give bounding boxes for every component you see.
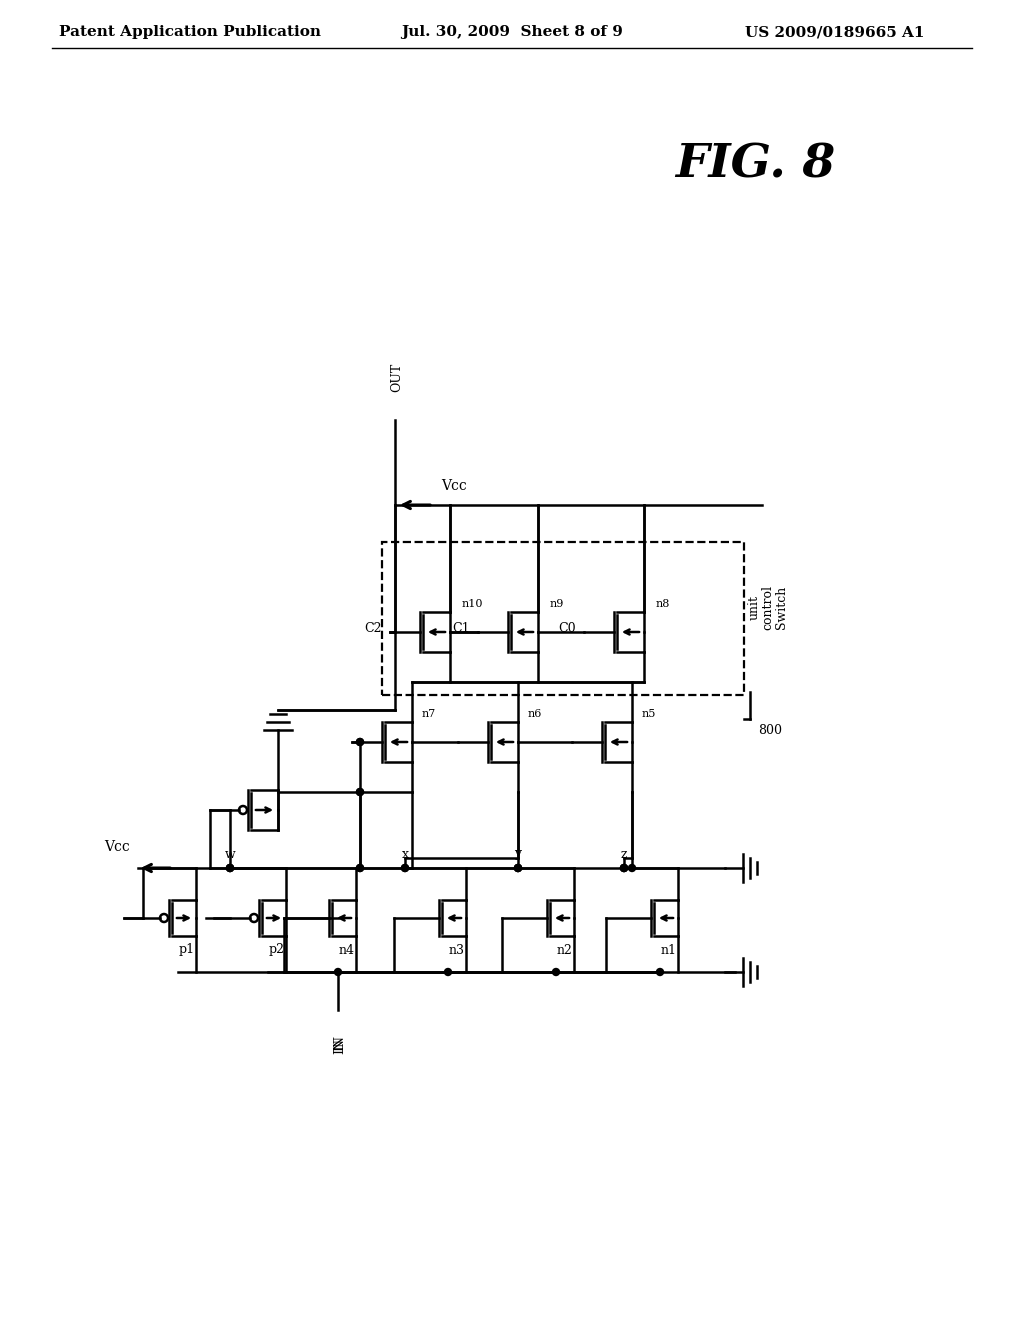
Text: n9: n9 <box>550 599 564 609</box>
Text: control: control <box>762 585 774 630</box>
Circle shape <box>656 969 664 975</box>
Text: x: x <box>401 847 409 861</box>
Circle shape <box>401 865 409 871</box>
Text: Patent Application Publication: Patent Application Publication <box>59 25 321 40</box>
Circle shape <box>226 865 233 871</box>
Circle shape <box>356 788 364 796</box>
Text: p1: p1 <box>179 944 195 957</box>
Text: y: y <box>514 847 521 861</box>
Circle shape <box>621 865 628 871</box>
Text: US 2009/0189665 A1: US 2009/0189665 A1 <box>745 25 925 40</box>
Circle shape <box>629 865 636 871</box>
Circle shape <box>335 969 341 975</box>
Circle shape <box>356 788 364 796</box>
Text: Vcc: Vcc <box>441 479 467 492</box>
Bar <box>382 543 744 696</box>
Text: 800: 800 <box>758 725 782 738</box>
Text: n8: n8 <box>656 599 671 609</box>
Text: C1: C1 <box>453 622 470 635</box>
Text: Switch: Switch <box>775 585 788 628</box>
Circle shape <box>621 865 628 871</box>
Circle shape <box>356 865 364 871</box>
Circle shape <box>401 865 409 871</box>
Text: n1: n1 <box>662 944 677 957</box>
Text: Jul. 30, 2009  Sheet 8 of 9: Jul. 30, 2009 Sheet 8 of 9 <box>401 25 623 40</box>
Text: FIG. 8: FIG. 8 <box>675 143 836 187</box>
Circle shape <box>444 969 452 975</box>
Text: C2: C2 <box>365 622 382 635</box>
Text: OUT: OUT <box>390 363 403 392</box>
Circle shape <box>514 865 521 871</box>
Text: n4: n4 <box>339 944 355 957</box>
Circle shape <box>356 865 364 871</box>
Text: p2: p2 <box>269 944 285 957</box>
Circle shape <box>553 969 559 975</box>
Text: n2: n2 <box>557 944 573 957</box>
Circle shape <box>621 865 628 871</box>
Text: n3: n3 <box>449 944 465 957</box>
Text: n7: n7 <box>422 709 436 719</box>
Text: n10: n10 <box>462 599 483 609</box>
Circle shape <box>356 738 364 746</box>
Circle shape <box>356 738 364 746</box>
Circle shape <box>226 865 233 871</box>
Circle shape <box>226 865 233 871</box>
Circle shape <box>514 865 521 871</box>
Text: IN: IN <box>334 1038 346 1053</box>
Text: n6: n6 <box>528 709 543 719</box>
Text: C0: C0 <box>558 622 575 635</box>
Text: unit: unit <box>748 594 761 619</box>
Text: n5: n5 <box>642 709 656 719</box>
Circle shape <box>514 865 521 871</box>
Text: IN: IN <box>334 1035 346 1051</box>
Text: w: w <box>224 847 236 861</box>
Text: Vcc: Vcc <box>104 840 130 854</box>
Text: z: z <box>621 847 628 861</box>
